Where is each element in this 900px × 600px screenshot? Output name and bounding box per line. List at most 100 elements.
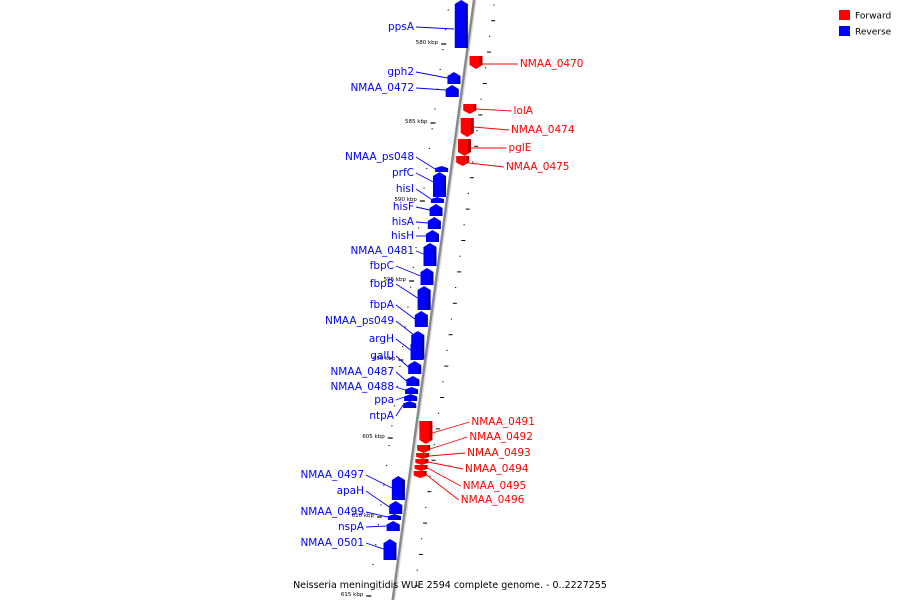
legend: Forward Reverse: [839, 10, 892, 38]
gene-forward-nmaa-0494-label: NMAA_0494: [465, 463, 529, 475]
gene-reverse-ppa-leader: [395, 396, 405, 401]
gene-forward-nmaa-0493[interactable]: [416, 453, 430, 459]
scale-tick-label: 580 kbp: [416, 40, 439, 46]
gene-reverse-nmaa-0487-label: NMAA_0487: [330, 366, 394, 378]
genome-backbone: [391, 0, 476, 600]
gene-reverse-hisf-leader: [415, 206, 430, 211]
gene-reverse-nmaa-ps048[interactable]: [435, 166, 449, 172]
scale-tick-label: 600 kbp: [373, 356, 396, 362]
gene-forward-nmaa-0475-leader: [468, 162, 504, 168]
gene-forward-nmaa-0470-label: NMAA_0470: [520, 58, 584, 70]
gene-reverse-nmaa-0501-leader: [365, 542, 384, 550]
legend-reverse-label: Reverse: [855, 28, 892, 38]
gene-forward-nmaa-0492-leader: [429, 436, 468, 450]
gene-reverse-nmaa-0481[interactable]: [423, 243, 437, 266]
gene-reverse-fbpa-label: fbpA: [370, 299, 395, 311]
gene-reverse-hish[interactable]: [425, 230, 439, 242]
gene-forward-lola[interactable]: [463, 104, 477, 114]
gene-reverse-apah-label: apaH: [337, 485, 364, 497]
gene-reverse-nmaa-0497-leader: [365, 474, 393, 489]
gene-reverse-nmaa-0501[interactable]: [383, 539, 397, 560]
gene-reverse-hisi[interactable]: [430, 197, 444, 203]
gene-reverse-gph2[interactable]: [447, 72, 461, 84]
gene-reverse-ppsa-leader: [415, 26, 455, 30]
scale-tick-label: 615 kbp: [341, 592, 364, 598]
gene-reverse-fbpc-label: fbpC: [370, 260, 394, 272]
gene-reverse-nmaa-0472-leader: [415, 87, 446, 91]
gene-reverse-nmaa-0488[interactable]: [405, 387, 419, 394]
gene-reverse-hisf[interactable]: [429, 204, 443, 216]
gene-forward-pgle[interactable]: [457, 139, 471, 156]
gene-forward-nmaa-0492-label: NMAA_0492: [469, 431, 533, 443]
gene-forward-nmaa-0496-leader: [426, 474, 460, 501]
gene-reverse-ppsa-label: ppsA: [388, 21, 415, 33]
gene-reverse-ntpa[interactable]: [403, 401, 417, 408]
gene-reverse-nmaa-0472[interactable]: [445, 85, 459, 97]
gene-reverse-nmaa-ps048-label: NMAA_ps048: [345, 151, 414, 163]
gene-reverse-fbpb-label: fbpB: [370, 278, 394, 290]
gene-forward-nmaa-0495[interactable]: [414, 465, 428, 471]
legend-forward-swatch: [839, 10, 850, 20]
gene-forward-lola-label: lolA: [514, 105, 534, 117]
scale-tick-label: 595 kbp: [384, 277, 407, 283]
gene-reverse-nmaa-ps049-leader: [395, 320, 413, 335]
gene-forward-nmaa-0474-label: NMAA_0474: [511, 124, 575, 136]
gene-reverse-nmaa-0487[interactable]: [406, 376, 420, 386]
gene-forward-nmaa-0492[interactable]: [417, 445, 431, 453]
genome-caption: Neisseria meningitidis WUE 2594 complete…: [293, 580, 607, 591]
gene-reverse-fbpb[interactable]: [417, 286, 431, 310]
gene-reverse-nspa[interactable]: [386, 521, 400, 531]
gene-forward-nmaa-0491-leader: [432, 421, 470, 434]
gene-reverse-fbpb-leader: [395, 283, 418, 299]
gene-reverse-galu-leader: [395, 355, 409, 368]
gene-reverse-nmaa-0499[interactable]: [387, 514, 401, 520]
gene-reverse-nmaa-0488-leader: [395, 386, 406, 391]
gene-reverse-nmaa-0488-label: NMAA_0488: [330, 381, 394, 393]
gene-reverse-nmaa-0497-label: NMAA_0497: [300, 469, 364, 481]
gene-reverse-apah-leader: [365, 490, 390, 508]
gene-forward-pgle-label: pglE: [509, 142, 532, 154]
gene-reverse-nmaa-0497[interactable]: [391, 476, 405, 500]
gene-forward-nmaa-0495-label: NMAA_0495: [463, 480, 527, 492]
gene-reverse-fbpa-leader: [395, 304, 416, 320]
gene-reverse-fbpc-leader: [395, 265, 421, 277]
gene-forward-nmaa-0474[interactable]: [460, 118, 474, 137]
gene-reverse-nmaa-0499-label: NMAA_0499: [300, 506, 364, 518]
gene-reverse-hisa-leader: [415, 221, 428, 224]
gene-reverse-ppa[interactable]: [404, 394, 418, 401]
gene-reverse-nmaa-ps048-leader: [415, 156, 436, 170]
gene-forward-nmaa-0474-leader: [473, 126, 510, 131]
gene-forward-nmaa-0495-leader: [427, 467, 461, 487]
gene-reverse-nspa-leader: [365, 525, 387, 528]
gene-reverse-apah[interactable]: [389, 501, 403, 514]
gene-reverse-hisa[interactable]: [427, 217, 441, 229]
legend-reverse-swatch: [839, 26, 850, 36]
gene-forward-nmaa-0494-leader: [428, 461, 464, 470]
gene-reverse-hish-label: hisH: [391, 230, 414, 242]
gene-reverse-fbpa[interactable]: [414, 311, 428, 327]
gene-reverse-fbpc[interactable]: [420, 268, 434, 285]
gene-forward-nmaa-0475-label: NMAA_0475: [506, 161, 570, 173]
gene-reverse-galu[interactable]: [408, 361, 422, 374]
gene-reverse-ppsa[interactable]: [454, 0, 468, 48]
gene-reverse-argh[interactable]: [410, 340, 424, 360]
gene-forward-nmaa-0494[interactable]: [415, 459, 429, 465]
scale-tick-label: 610 kbp: [352, 513, 375, 519]
gene-forward-nmaa-0491[interactable]: [419, 421, 433, 444]
gene-reverse-nmaa-0481-leader: [415, 250, 424, 255]
gene-reverse-hisi-label: hisI: [396, 183, 414, 195]
gene-reverse-prfc[interactable]: [432, 172, 446, 197]
gene-forward-nmaa-0496[interactable]: [413, 471, 427, 478]
gene-forward-nmaa-0491-label: NMAA_0491: [471, 416, 535, 428]
backbone-shadow: [393, 0, 477, 600]
gene-reverse-nmaa-0499-leader: [365, 511, 388, 518]
gene-forward-nmaa-0470[interactable]: [469, 56, 483, 69]
gene-reverse-nmaa-ps049-label: NMAA_ps049: [325, 315, 394, 327]
gene-reverse-nmaa-0487-leader: [395, 371, 407, 382]
gene-reverse-prfc-label: prfC: [392, 167, 414, 179]
gene-forward-nmaa-0475[interactable]: [456, 156, 470, 166]
gene-forward-nmaa-0493-leader: [429, 452, 466, 457]
scale-tick-label: 590 kbp: [394, 197, 417, 203]
gene-reverse-nmaa-0472-label: NMAA_0472: [350, 82, 414, 94]
